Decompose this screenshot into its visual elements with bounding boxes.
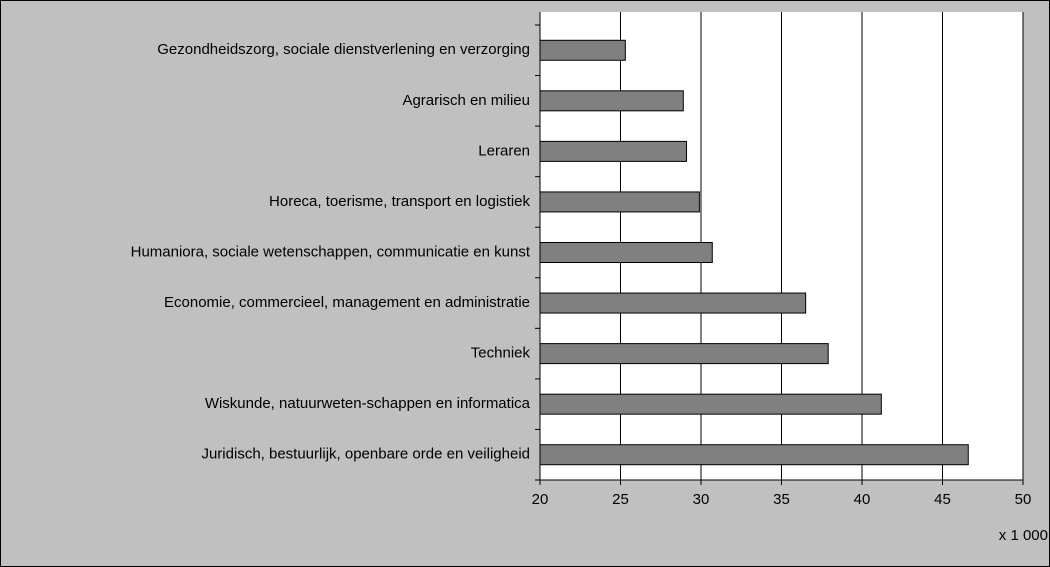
bar bbox=[539, 393, 882, 415]
y-tick-label: Techniek bbox=[471, 345, 531, 362]
y-tick-label: Humaniora, sociale wetenschappen, commun… bbox=[131, 243, 531, 260]
x-tick-label: 25 bbox=[612, 491, 629, 508]
x-axis-label: x 1 000 bbox=[999, 527, 1048, 544]
y-tick-label: Wiskunde, natuurweten-schappen en inform… bbox=[205, 395, 531, 412]
x-tick-label: 40 bbox=[854, 491, 871, 508]
x-tick-label: 30 bbox=[693, 491, 710, 508]
x-tick-label: 45 bbox=[934, 491, 951, 508]
bar bbox=[539, 242, 713, 263]
y-tick-label: Juridisch, bestuurlijk, openbare orde en… bbox=[201, 446, 530, 463]
x-tick-label: 50 bbox=[1015, 491, 1032, 508]
bar bbox=[539, 39, 626, 61]
y-tick-label: Leraren bbox=[478, 142, 530, 159]
y-tick-label: Horeca, toerisme, transport en logistiek bbox=[269, 193, 530, 210]
y-tick-label: Economie, commercieel, management en adm… bbox=[164, 294, 530, 311]
bar bbox=[539, 343, 829, 365]
bar bbox=[539, 444, 969, 466]
y-tick-label: Gezondheidszorg, sociale dienstverlening… bbox=[157, 41, 530, 58]
bar bbox=[539, 292, 807, 314]
bar bbox=[539, 90, 684, 112]
y-tick-label: Agrarisch en milieu bbox=[402, 92, 530, 109]
x-tick-label: 35 bbox=[773, 491, 790, 508]
bar bbox=[539, 191, 700, 213]
x-tick-label: 20 bbox=[532, 491, 549, 508]
bar bbox=[539, 140, 688, 162]
